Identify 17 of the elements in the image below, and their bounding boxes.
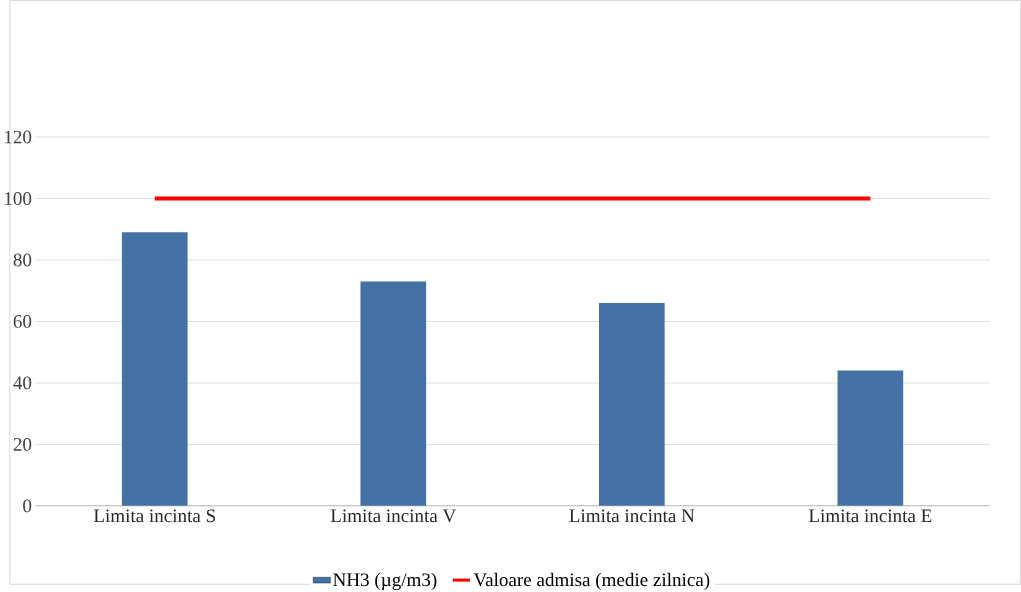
bar: [837, 370, 904, 507]
bar: [598, 303, 665, 507]
y-tick-label: 0: [23, 499, 32, 513]
legend-label: Valoare admisa (medie zilnica): [473, 573, 710, 591]
bar: [121, 232, 188, 507]
y-tick-label: 20: [13, 438, 32, 452]
y-tick-label: 100: [5, 192, 32, 206]
x-tick-label: Limita incinta E: [808, 509, 932, 523]
bar: [360, 281, 427, 507]
y-tick-label: 80: [13, 253, 32, 267]
y-tick-label: 40: [13, 376, 32, 390]
x-tick-label: Limita incinta N: [569, 509, 695, 523]
legend-label: NH3 (µg/m3): [333, 573, 437, 591]
y-tick-label: 120: [5, 130, 32, 144]
x-tick-label: Limita incinta S: [93, 509, 215, 523]
y-tick-label: 60: [13, 315, 32, 329]
x-tick-label: Limita incinta V: [330, 509, 457, 523]
